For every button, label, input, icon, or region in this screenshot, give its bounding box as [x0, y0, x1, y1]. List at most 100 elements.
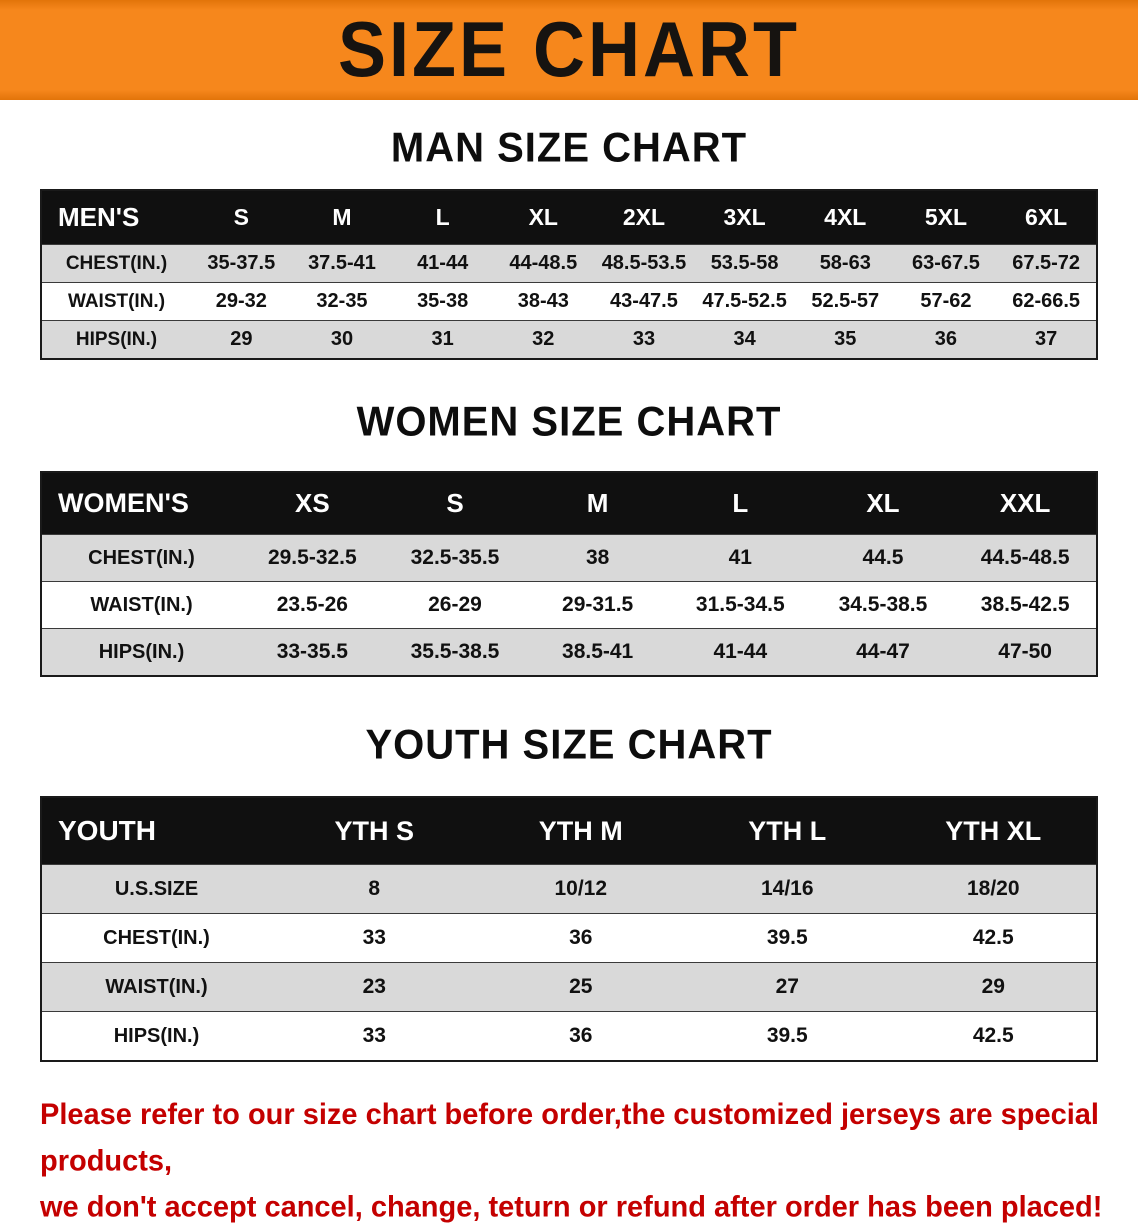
size-value-cell: 33 — [271, 1011, 478, 1061]
measurement-row-label: CHEST(IN.) — [41, 534, 241, 582]
size-value-cell: 35.5-38.5 — [383, 628, 527, 676]
size-value-cell: 41-44 — [668, 628, 812, 676]
size-column-header: YTH L — [748, 815, 827, 846]
size-column-header: 4XL — [824, 204, 867, 230]
table-row: HIPS(IN.) 33-35.5 35.5-38.5 38.5-41 41-44 44-… — [41, 628, 1097, 676]
measurement-row-label: HIPS(IN.) — [41, 1011, 271, 1061]
size-value-cell: 29-31.5 — [526, 581, 669, 629]
measurement-row-label: HIPS(IN.) — [41, 628, 241, 676]
size-value-cell: 31 — [392, 320, 493, 359]
size-column-header: YTH XL — [945, 815, 1042, 846]
measurement-row-label: HIPS(IN.) — [41, 320, 191, 359]
size-value-cell: 62-66.5 — [996, 282, 1097, 321]
size-value-cell: 37.5-41 — [291, 244, 393, 283]
size-value-cell: 67.5-72 — [996, 244, 1097, 283]
table-row: WAIST(IN.) 29-32 32-35 35-38 38-43 43-47.5 47.… — [41, 282, 1097, 321]
size-value-cell: 35 — [794, 320, 896, 359]
size-value-cell: 27 — [684, 962, 891, 1012]
size-value-cell: 33-35.5 — [241, 628, 384, 676]
table-header-row: YOUTH YTH S YTH M YTH L YTH XL — [41, 797, 1097, 865]
size-column-header: 2XL — [622, 204, 666, 230]
men-size-chart-section: MAN SIZE CHART MEN'S S M L XL 2XL 3XL 4XL 5XL 6XL… — [0, 124, 1138, 360]
measurement-row-label: U.S.SIZE — [41, 864, 271, 914]
size-value-cell: 29.5-32.5 — [241, 534, 384, 582]
table-category-label: YOUTH — [58, 815, 156, 846]
table-category-label: WOMEN'S — [58, 488, 189, 518]
size-value-cell: 47.5-52.5 — [694, 282, 795, 321]
size-value-cell: 42.5 — [890, 913, 1097, 963]
measurement-row-label: WAIST(IN.) — [41, 962, 271, 1012]
measurement-row-label: CHEST(IN.) — [41, 913, 271, 963]
size-value-cell: 38 — [526, 534, 669, 582]
size-value-cell: 57-62 — [895, 282, 997, 321]
youth-size-chart-section: YOUTH SIZE CHART YOUTH YTH S YTH M YTH L YTH… — [0, 721, 1138, 1062]
table-row: U.S.SIZE 8 10/12 14/16 18/20 — [41, 864, 1097, 914]
table-row: CHEST(IN.) 35-37.5 37.5-41 41-44 44-48.5 48.5… — [41, 244, 1097, 283]
size-value-cell: 29 — [890, 962, 1097, 1012]
size-value-cell: 23 — [271, 962, 478, 1012]
disclaimer-line: Please refer to our size chart before or… — [40, 1098, 1099, 1178]
size-column-header: XXL — [999, 488, 1051, 518]
table-row: WAIST(IN.) 23.5-26 26-29 29-31.5 31.5-34.5 34… — [41, 581, 1097, 629]
size-value-cell: 18/20 — [890, 864, 1097, 914]
size-value-cell: 29-32 — [191, 282, 292, 321]
size-value-cell: 36 — [895, 320, 997, 359]
order-disclaimer: Please refer to our size chart before or… — [40, 1092, 1138, 1227]
women-size-table: WOMEN'S XS S M L XL XXL CHEST(IN.) 29.5-32.5 32.5… — [40, 471, 1098, 677]
women-section-title: WOMEN SIZE CHART — [356, 398, 782, 446]
youth-size-table: YOUTH YTH S YTH M YTH L YTH XL U.S.SIZE 8 10/12… — [40, 796, 1098, 1062]
size-value-cell: 34.5-38.5 — [811, 581, 955, 629]
page-title: SIZE CHART — [338, 6, 800, 94]
size-value-cell: 44-48.5 — [492, 244, 594, 283]
size-column-header: YTH M — [538, 815, 623, 846]
table-row: HIPS(IN.) 33 36 39.5 42.5 — [41, 1011, 1097, 1061]
table-category-label: MEN'S — [58, 202, 140, 232]
size-value-cell: 36 — [477, 913, 684, 963]
size-value-cell: 26-29 — [383, 581, 527, 629]
measurement-row-label: CHEST(IN.) — [41, 244, 191, 283]
size-value-cell: 14/16 — [684, 864, 891, 914]
size-value-cell: 38.5-41 — [526, 628, 669, 676]
size-value-cell: 44.5-48.5 — [954, 534, 1097, 582]
size-value-cell: 44.5 — [811, 534, 955, 582]
size-value-cell: 41-44 — [392, 244, 493, 283]
size-value-cell: 37 — [996, 320, 1097, 359]
men-section-title: MAN SIZE CHART — [390, 124, 748, 172]
table-row: HIPS(IN.) 29 30 31 32 33 34 35 36 37 — [41, 320, 1097, 359]
disclaimer-line: we don't accept cancel, change, teturn o… — [40, 1190, 1103, 1224]
youth-section-title: YOUTH SIZE CHART — [365, 721, 773, 769]
measurement-row-label: WAIST(IN.) — [41, 282, 191, 321]
table-header-row: MEN'S S M L XL 2XL 3XL 4XL 5XL 6XL — [41, 190, 1097, 245]
size-value-cell: 33 — [271, 913, 478, 963]
size-column-header: XL — [866, 488, 900, 518]
size-column-header: M — [332, 204, 352, 230]
size-value-cell: 36 — [477, 1011, 684, 1061]
table-row: CHEST(IN.) 29.5-32.5 32.5-35.5 38 41 44.5 44.5… — [41, 534, 1097, 582]
size-value-cell: 44-47 — [811, 628, 955, 676]
size-value-cell: 25 — [477, 962, 684, 1012]
size-value-cell: 47-50 — [954, 628, 1097, 676]
size-column-header: XL — [528, 204, 558, 230]
size-chart-banner: SIZE CHART — [0, 0, 1138, 100]
size-column-header: 5XL — [924, 204, 968, 230]
size-value-cell: 30 — [291, 320, 393, 359]
size-value-cell: 23.5-26 — [241, 581, 384, 629]
size-value-cell: 35-38 — [392, 282, 493, 321]
women-size-chart-section: WOMEN SIZE CHART WOMEN'S XS S M L XL XXL CHEST(… — [0, 398, 1138, 677]
size-value-cell: 39.5 — [684, 1011, 891, 1061]
size-value-cell: 32-35 — [291, 282, 393, 321]
size-column-header: L — [732, 488, 749, 518]
size-value-cell: 42.5 — [890, 1011, 1097, 1061]
size-value-cell: 34 — [694, 320, 795, 359]
size-value-cell: 39.5 — [684, 913, 891, 963]
size-value-cell: 53.5-58 — [694, 244, 795, 283]
size-value-cell: 31.5-34.5 — [668, 581, 812, 629]
size-value-cell: 8 — [271, 864, 478, 914]
men-size-table: MEN'S S M L XL 2XL 3XL 4XL 5XL 6XL CHEST(IN.) 35-37… — [40, 189, 1098, 360]
size-column-header: YTH S — [334, 815, 414, 846]
size-column-header: S — [233, 204, 249, 230]
size-value-cell: 32.5-35.5 — [383, 534, 527, 582]
size-value-cell: 10/12 — [477, 864, 684, 914]
size-value-cell: 41 — [668, 534, 812, 582]
